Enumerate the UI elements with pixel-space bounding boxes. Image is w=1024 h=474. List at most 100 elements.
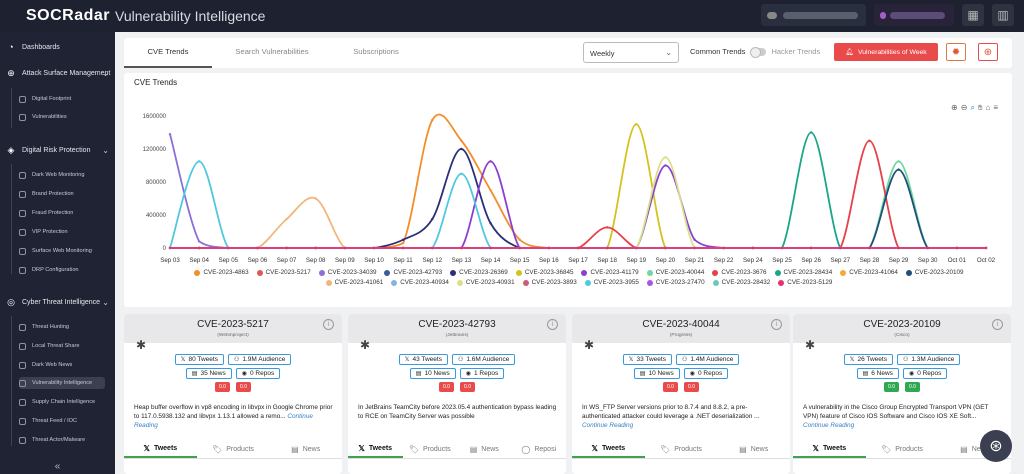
zoom-in-icon[interactable]: ⊕ — [951, 103, 958, 112]
series-line[interactable] — [170, 156, 986, 249]
data-point[interactable] — [285, 246, 288, 250]
sidebar-subitem[interactable]: Local Threat Share — [19, 340, 105, 352]
home-reset-icon[interactable]: ⌂ — [985, 103, 991, 112]
legend-item[interactable]: CVE-2023-5217 — [256, 269, 311, 276]
data-point[interactable] — [343, 246, 347, 250]
legend-item[interactable]: CVE-2023-5129 — [778, 279, 832, 286]
tab-cve-trends[interactable]: CVE Trends — [124, 38, 212, 68]
data-point[interactable] — [401, 246, 405, 250]
organization-selector[interactable] — [874, 4, 954, 26]
card-tab[interactable]: 🏷︎ Products — [403, 441, 458, 458]
legend-item[interactable]: CVE-2023-26369 — [450, 269, 508, 276]
legend-item[interactable]: CVE-2023-27470 — [646, 279, 705, 286]
data-point[interactable] — [984, 246, 988, 250]
sidebar-subitem-active[interactable]: Vulnerability Intelligence — [19, 377, 105, 389]
data-point[interactable] — [431, 118, 434, 122]
legend-item[interactable]: CVE-2023-40934 — [391, 279, 449, 286]
data-point[interactable] — [489, 222, 492, 225]
sidebar-subitem[interactable]: Threat Actor/Malware — [19, 434, 105, 446]
data-point[interactable] — [460, 172, 463, 175]
data-point[interactable] — [722, 246, 725, 250]
cve-card[interactable]: CVE-2023-40044 i (Progress) ✱ 𝕏 33 Tweets ⚇ 1.4… — [572, 314, 790, 474]
data-point[interactable] — [489, 160, 492, 163]
data-point[interactable] — [868, 246, 871, 250]
data-point[interactable] — [489, 246, 492, 250]
sidebar-subitem[interactable]: Vulnerabilities — [19, 111, 105, 123]
data-point[interactable] — [460, 139, 463, 142]
legend-item[interactable]: CVE-2023-3955 — [584, 279, 639, 286]
data-point[interactable] — [372, 246, 376, 250]
data-point[interactable] — [197, 240, 201, 243]
series-line[interactable] — [170, 160, 986, 249]
apps-grid-icon[interactable]: ▦ — [962, 4, 984, 26]
legend-item[interactable]: CVE-2023-4863 — [194, 269, 249, 276]
sidebar-item-attack-surface[interactable]: ⊕ Attack Surface Management ⌄ — [0, 67, 115, 79]
card-tab[interactable]: ◯ Reposi — [512, 441, 567, 458]
menu-icon[interactable]: ≡ — [993, 103, 998, 112]
legend-item[interactable]: CVE-2023-28432 — [712, 279, 770, 286]
card-tab[interactable]: 𝕏 Tweets — [124, 441, 197, 458]
data-point[interactable] — [489, 189, 492, 192]
vulnerabilities-of-week-button[interactable]: 🔔︎ Vulnerabilities of Week — [834, 43, 938, 61]
legend-item[interactable]: CVE-2023-36845 — [515, 269, 573, 276]
legend-item[interactable]: CVE-2023-41061 — [325, 279, 383, 286]
sidebar-subitem[interactable]: DRP Configuration — [19, 264, 105, 276]
cve-card[interactable]: CVE-2023-42793 i (Jetbrains) ✱ 𝕏 43 Tweets ⚇ 1.… — [348, 314, 566, 474]
continue-reading-link[interactable]: Continue Reading — [582, 422, 634, 429]
logo[interactable]: SOCRadar — [26, 7, 111, 24]
info-icon[interactable]: i — [547, 319, 558, 330]
continue-reading-link[interactable]: Continue Reading — [134, 413, 313, 429]
data-point[interactable] — [635, 246, 638, 250]
card-tab[interactable]: ▤News — [457, 441, 512, 458]
legend-item[interactable]: CVE-2023-42793 — [384, 269, 442, 276]
user-menu[interactable] — [761, 4, 866, 26]
series-line[interactable] — [170, 148, 986, 249]
sidebar-subitem[interactable]: Fraud Protection — [19, 207, 105, 219]
series-line[interactable] — [170, 123, 986, 249]
legend-item[interactable]: CVE-2023-34039 — [318, 269, 376, 276]
sidebar-item-dashboards[interactable]: ◔ Dashboards — [0, 41, 115, 53]
sidebar-subitem[interactable]: Surface Web Monitoring — [19, 245, 105, 257]
cve-card[interactable]: CVE-2023-20109 i (Cisco) ✱ 𝕏 26 Tweets ⚇ 1.3M A… — [793, 314, 1011, 474]
data-point[interactable] — [256, 246, 259, 250]
data-point[interactable] — [431, 246, 434, 250]
sidebar-item-digital-risk[interactable]: ◈ Digital Risk Protection ⌄ — [0, 144, 115, 156]
pan-hand-icon[interactable]: ✋︎ — [977, 103, 983, 112]
tab-search-vulnerabilities[interactable]: Search Vulnerabilities — [235, 47, 309, 56]
zoom-out-icon[interactable]: ⊖ — [960, 103, 968, 112]
legend-item[interactable]: CVE-2023-3676 — [712, 269, 767, 276]
card-tab[interactable]: 🏷︎ Products — [866, 441, 939, 458]
data-point[interactable] — [664, 156, 667, 159]
data-point[interactable] — [401, 241, 405, 245]
data-point[interactable] — [780, 246, 784, 250]
sidebar-subitem[interactable]: Threat Feed / IOC — [19, 415, 105, 427]
data-point[interactable] — [576, 246, 580, 250]
card-tab[interactable]: ▤News — [717, 441, 790, 458]
data-point[interactable] — [547, 246, 551, 250]
data-point[interactable] — [431, 217, 434, 221]
sidebar-collapse-button[interactable]: « — [54, 461, 61, 472]
card-tab[interactable]: 𝕏 Tweets — [793, 441, 866, 458]
sidebar-subitem[interactable]: Dark Web News — [19, 359, 105, 371]
data-point[interactable] — [460, 246, 463, 250]
series-line[interactable] — [169, 160, 986, 249]
continue-reading-link[interactable]: Continue Reading — [803, 422, 855, 429]
data-point[interactable] — [605, 246, 609, 250]
cve-card[interactable]: CVE-2023-5217 i (Webmproject) ✱ 𝕏 80 Tweets ⚇ 1… — [124, 314, 342, 474]
data-point[interactable] — [314, 246, 317, 250]
data-point[interactable] — [518, 246, 521, 250]
card-tab[interactable]: 𝕏 Tweets — [348, 441, 403, 458]
data-point[interactable] — [401, 238, 405, 241]
data-point[interactable] — [664, 246, 667, 250]
data-point[interactable] — [897, 168, 900, 171]
legend-item[interactable]: CVE-2023-41064 — [840, 269, 898, 276]
data-point[interactable] — [314, 197, 317, 200]
data-point[interactable] — [518, 238, 521, 241]
data-point[interactable] — [868, 139, 871, 142]
info-icon[interactable]: i — [771, 319, 782, 330]
card-tab[interactable]: 🏷︎ Products — [197, 441, 270, 458]
card-tab[interactable]: ▤News — [269, 441, 342, 458]
data-point[interactable] — [839, 246, 842, 250]
data-point[interactable] — [809, 246, 813, 250]
sidebar-item-cyber-threat[interactable]: ◎ Cyber Threat Intelligence ⌄ — [0, 296, 115, 308]
